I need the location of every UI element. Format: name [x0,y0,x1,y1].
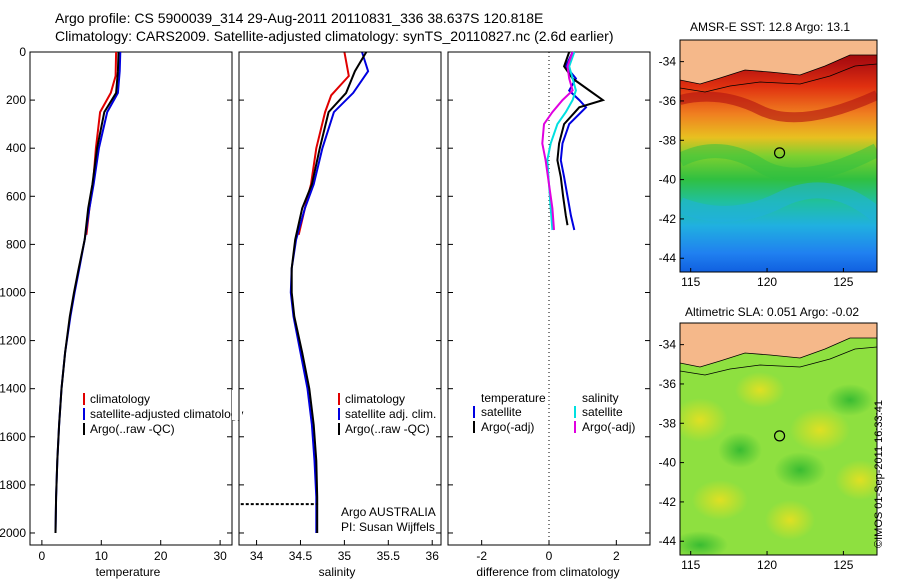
legend-header-temperature: temperature [481,391,546,405]
legend-label-satellite: satellite-adjusted climatology [90,407,243,421]
map-y-tick-label: -36 [659,377,677,391]
legend-label-satellite: satellite adj. clim. [345,407,436,421]
map-x-tick-label: 125 [833,558,853,572]
legend-label-argo: Argo(..raw -QC) [90,422,175,436]
legend-label-sal-argo: Argo(-adj) [582,420,635,434]
x-tick-label: 34.5 [289,549,313,563]
x-tick-label: 34 [250,549,264,563]
legend-header-salinity: salinity [582,391,619,405]
map-y-tick-label: -42 [659,495,677,509]
series-line-2-3 [541,51,574,231]
map-y-tick-label: -42 [659,212,677,226]
temperature-panel-frame [29,51,233,546]
y-tick-label: 800 [6,237,26,251]
float-pi: PI: Susan Wijffels [341,520,435,534]
legend-overflow-mask [232,390,242,420]
y-tick-label: 1400 [0,382,26,396]
sst-map-title: AMSR-E SST: 12.8 Argo: 13.1 [690,20,851,34]
salinity-plot: 34 34.5 35 35.5 36 [239,51,441,563]
x-tick-label: 20 [154,549,168,563]
legend-label-argo: Argo(..raw -QC) [345,422,430,436]
temperature-legend: climatology satellite-adjusted climatolo… [83,392,243,436]
series-line-0-2 [54,51,120,534]
x-tick-label: 36 [426,549,440,563]
map-y-tick-label: -38 [659,133,677,147]
x-tick-label: 30 [213,549,227,563]
imos-timestamp: ©IMOS 01-Sep-2011 16:33:41 [873,400,885,548]
sla-map [679,322,878,556]
salinity-panel-frame [238,51,442,546]
difference-plot: -2 0 2 [448,51,650,563]
y-tick-label: 200 [6,93,26,107]
x-tick-label: 10 [95,549,109,563]
map-axes: 115 120 125 -34 -36 -38 -40 -42 -44 115 120 125 -34 -… [659,55,854,572]
shelf-contour [680,63,877,93]
difference-xlabel: difference from climatology [476,565,619,579]
series-line-0-0 [85,51,118,235]
y-tick-label: 0 [19,45,26,59]
x-tick-label: 2 [613,549,620,563]
shelf-contour [680,346,877,376]
map-x-tick-label: 115 [681,275,700,289]
sla-map-frame [679,322,878,556]
land-mass [680,323,877,368]
y-tick-label: 1000 [0,285,26,299]
sla-map-title: Altimetric SLA: 0.051 Argo: -0.02 [685,305,860,319]
argo-location-marker [773,147,786,159]
series-line-0-1 [54,51,122,534]
salinity-xlabel: salinity [319,565,356,579]
legend-label-sal-satellite: satellite [582,405,623,419]
series-line-1-2 [290,51,368,533]
x-tick-label: -2 [476,549,487,563]
map-x-tick-label: 115 [681,558,700,572]
x-tick-label: 0 [546,549,553,563]
y-tick-label: 400 [6,141,26,155]
map-x-tick-label: 120 [757,558,777,572]
series-line-2-0 [559,51,588,231]
argo-location-marker [773,430,786,442]
land-mass [680,40,877,85]
x-tick-label: 0 [39,549,46,563]
map-y-tick-label: -44 [659,534,677,548]
difference-legend: temperature salinity satellite Argo(-adj… [473,391,635,434]
map-y-tick-label: -34 [659,338,677,352]
legend-label-climatology: climatology [90,392,150,406]
temperature-plot: 0 10 20 30 0 200 400 600 800 1000 1200 1400 1600 1800… [0,45,232,563]
map-y-tick-label: -36 [659,94,677,108]
series-line-1-1 [289,51,370,533]
legend-label-climatology: climatology [345,392,405,406]
salinity-legend: climatology satellite adj. clim. Argo(..… [338,392,436,534]
y-tick-label: 1200 [0,334,26,348]
x-tick-label: 35 [338,549,352,563]
sst-map-frame [679,39,878,273]
y-tick-label: 1800 [0,478,26,492]
map-y-tick-label: -38 [659,416,677,430]
map-y-tick-label: -34 [659,55,677,69]
x-tick-label: 35.5 [377,549,401,563]
map-y-tick-label: -40 [659,173,677,187]
map-x-tick-label: 125 [833,275,853,289]
y-tick-label: 2000 [0,526,26,540]
figure-title-line1: Argo profile: CS 5900039_314 29-Aug-2011… [55,10,544,26]
map-x-tick-label: 120 [757,275,777,289]
y-tick-label: 1600 [0,430,26,444]
y-tick-label: 600 [6,189,26,203]
temperature-xlabel: temperature [96,565,161,579]
sst-map [679,39,878,273]
figure-title-line2: Climatology: CARS2009. Satellite-adjuste… [55,28,614,44]
legend-label-temp-satellite: satellite [481,405,522,419]
float-owner: Argo AUSTRALIA [341,505,436,519]
difference-panel-frame [447,51,651,546]
map-y-tick-label: -40 [659,456,677,470]
map-y-tick-label: -44 [659,251,677,265]
legend-label-temp-argo: Argo(-adj) [481,420,534,434]
